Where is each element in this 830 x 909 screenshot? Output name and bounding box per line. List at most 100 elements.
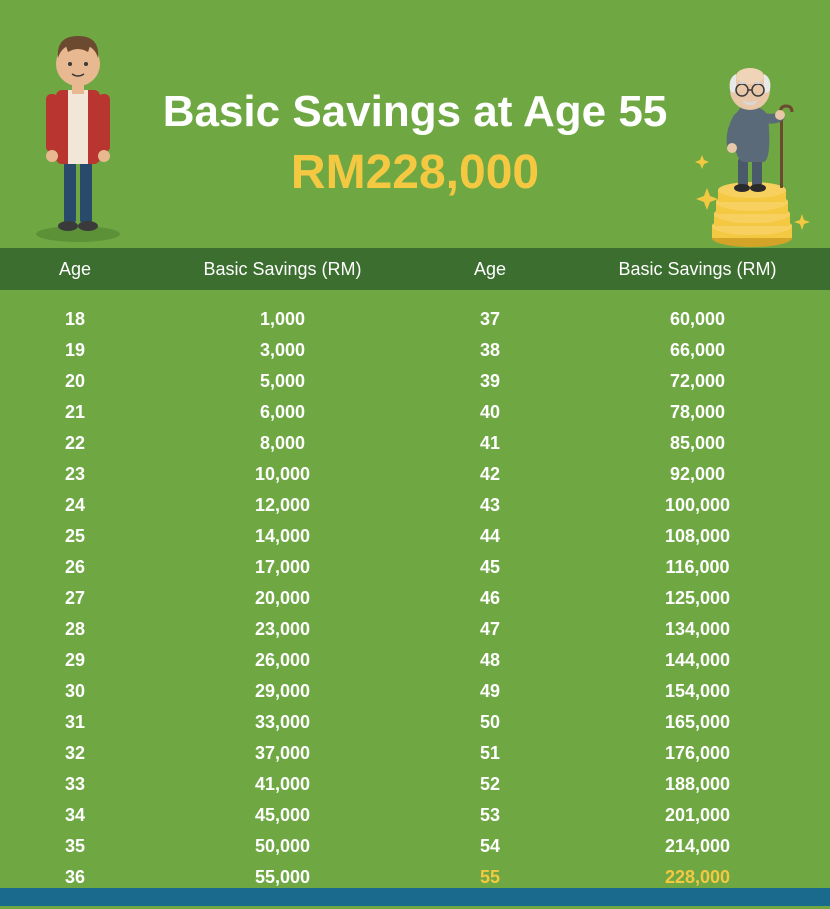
cell-age: 34 xyxy=(0,800,150,831)
cell-age: 22 xyxy=(0,428,150,459)
table-row: 2617,00045116,000 xyxy=(0,552,830,583)
cell-savings: 10,000 xyxy=(150,459,415,490)
cell-savings: 17,000 xyxy=(150,552,415,583)
cell-savings: 5,000 xyxy=(150,366,415,397)
cell-savings: 12,000 xyxy=(150,490,415,521)
table-header: Age Basic Savings (RM) Age Basic Savings… xyxy=(0,248,830,290)
table-row: 3550,00054214,000 xyxy=(0,831,830,862)
table-row: 2926,00048144,000 xyxy=(0,645,830,676)
cell-savings: 3,000 xyxy=(150,335,415,366)
table-row: 205,0003972,000 xyxy=(0,366,830,397)
cell-savings: 165,000 xyxy=(565,707,830,738)
cell-age: 48 xyxy=(415,645,565,676)
cell-savings: 41,000 xyxy=(150,769,415,800)
col-header-savings-1: Basic Savings (RM) xyxy=(150,259,415,280)
cell-savings: 60,000 xyxy=(565,304,830,335)
cell-age: 41 xyxy=(415,428,565,459)
cell-savings: 14,000 xyxy=(150,521,415,552)
cell-age: 31 xyxy=(0,707,150,738)
table-row: 3237,00051176,000 xyxy=(0,738,830,769)
cell-savings: 144,000 xyxy=(565,645,830,676)
cell-savings: 72,000 xyxy=(565,366,830,397)
cell-age: 49 xyxy=(415,676,565,707)
cell-savings: 45,000 xyxy=(150,800,415,831)
page-amount: RM228,000 xyxy=(291,145,539,200)
cell-savings: 176,000 xyxy=(565,738,830,769)
cell-age: 37 xyxy=(415,304,565,335)
cell-age: 46 xyxy=(415,583,565,614)
cell-savings: 23,000 xyxy=(150,614,415,645)
cell-age: 33 xyxy=(0,769,150,800)
cell-savings: 37,000 xyxy=(150,738,415,769)
cell-age: 42 xyxy=(415,459,565,490)
cell-savings: 26,000 xyxy=(150,645,415,676)
cell-savings: 108,000 xyxy=(565,521,830,552)
cell-age: 26 xyxy=(0,552,150,583)
table-row: 2412,00043100,000 xyxy=(0,490,830,521)
cell-age: 47 xyxy=(415,614,565,645)
table-row: 2823,00047134,000 xyxy=(0,614,830,645)
table-row: 193,0003866,000 xyxy=(0,335,830,366)
cell-age: 45 xyxy=(415,552,565,583)
cell-age: 27 xyxy=(0,583,150,614)
table-row: 2310,0004292,000 xyxy=(0,459,830,490)
cell-age: 43 xyxy=(415,490,565,521)
table-row: 3133,00050165,000 xyxy=(0,707,830,738)
cell-age: 44 xyxy=(415,521,565,552)
cell-age: 25 xyxy=(0,521,150,552)
col-header-age-1: Age xyxy=(0,259,150,280)
table-row: 2514,00044108,000 xyxy=(0,521,830,552)
cell-age: 20 xyxy=(0,366,150,397)
cell-age: 39 xyxy=(415,366,565,397)
cell-age: 32 xyxy=(0,738,150,769)
cell-age: 18 xyxy=(0,304,150,335)
header: Basic Savings at Age 55 RM228,000 xyxy=(0,0,830,248)
cell-savings: 50,000 xyxy=(150,831,415,862)
table-row: 216,0004078,000 xyxy=(0,397,830,428)
cell-age: 52 xyxy=(415,769,565,800)
footer-bar xyxy=(0,888,830,906)
old-man-illustration xyxy=(692,20,812,248)
cell-age: 40 xyxy=(415,397,565,428)
table-row: 2720,00046125,000 xyxy=(0,583,830,614)
cell-age: 28 xyxy=(0,614,150,645)
cell-savings: 85,000 xyxy=(565,428,830,459)
table-row: 3341,00052188,000 xyxy=(0,769,830,800)
cell-age: 38 xyxy=(415,335,565,366)
cell-age: 35 xyxy=(0,831,150,862)
cell-savings: 8,000 xyxy=(150,428,415,459)
cell-age: 53 xyxy=(415,800,565,831)
table-row: 3029,00049154,000 xyxy=(0,676,830,707)
young-man-illustration xyxy=(28,18,128,246)
cell-savings: 66,000 xyxy=(565,335,830,366)
table-row: 228,0004185,000 xyxy=(0,428,830,459)
cell-savings: 29,000 xyxy=(150,676,415,707)
cell-savings: 116,000 xyxy=(565,552,830,583)
cell-age: 29 xyxy=(0,645,150,676)
col-header-age-2: Age xyxy=(415,259,565,280)
cell-savings: 1,000 xyxy=(150,304,415,335)
cell-age: 30 xyxy=(0,676,150,707)
table-row: 3445,00053201,000 xyxy=(0,800,830,831)
cell-savings: 201,000 xyxy=(565,800,830,831)
cell-savings: 125,000 xyxy=(565,583,830,614)
cell-savings: 154,000 xyxy=(565,676,830,707)
cell-age: 21 xyxy=(0,397,150,428)
cell-savings: 188,000 xyxy=(565,769,830,800)
cell-age: 24 xyxy=(0,490,150,521)
page-title: Basic Savings at Age 55 xyxy=(163,88,668,136)
cell-savings: 92,000 xyxy=(565,459,830,490)
cell-age: 50 xyxy=(415,707,565,738)
cell-savings: 78,000 xyxy=(565,397,830,428)
cell-age: 51 xyxy=(415,738,565,769)
cell-savings: 6,000 xyxy=(150,397,415,428)
cell-age: 19 xyxy=(0,335,150,366)
cell-savings: 33,000 xyxy=(150,707,415,738)
cell-savings: 20,000 xyxy=(150,583,415,614)
table-body: 181,0003760,000193,0003866,000205,000397… xyxy=(0,290,830,909)
table-row: 181,0003760,000 xyxy=(0,304,830,335)
cell-savings: 134,000 xyxy=(565,614,830,645)
cell-age: 23 xyxy=(0,459,150,490)
cell-savings: 214,000 xyxy=(565,831,830,862)
cell-age: 54 xyxy=(415,831,565,862)
